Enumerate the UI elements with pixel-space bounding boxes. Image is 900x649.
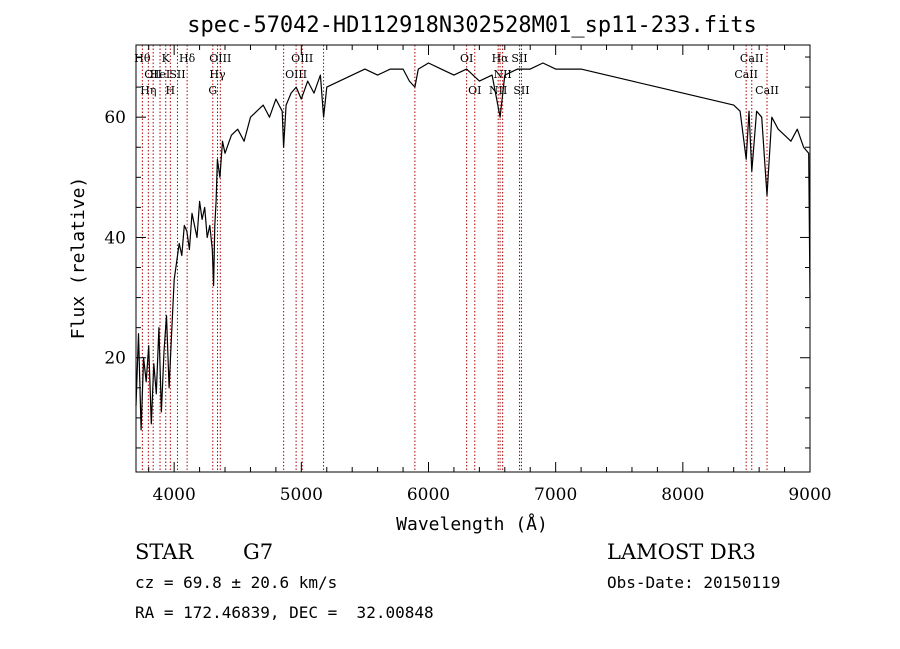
y-tick-label: 20 xyxy=(104,349,126,369)
line-markers xyxy=(141,45,768,472)
line-marker-label: SII xyxy=(513,84,529,97)
line-marker-label: OI xyxy=(468,84,481,97)
y-tick-label: 40 xyxy=(104,228,126,248)
x-tick-label: 8000 xyxy=(661,485,704,505)
line-marker-label: Hα xyxy=(492,52,510,65)
x-tick-label: 6000 xyxy=(407,485,450,505)
line-marker-label: OIII xyxy=(285,68,307,81)
x-tick-label: 7000 xyxy=(534,485,577,505)
line-marker-label: SII xyxy=(511,52,527,65)
line-marker-label: Hη xyxy=(140,84,156,97)
line-marker-label: OII xyxy=(144,68,162,81)
plot-frame xyxy=(135,44,811,473)
line-marker-label: H xyxy=(166,84,176,97)
chart-title: spec-57042-HD112918N302528M01_sp11-233.f… xyxy=(187,13,757,38)
line-marker-label: NII xyxy=(489,84,507,97)
line-marker-label: OIII xyxy=(209,52,231,65)
x-tick-label: 4000 xyxy=(153,485,196,505)
y-tick-label: 60 xyxy=(104,108,126,128)
redshift-text: cz = 69.8 ± 20.6 km/s xyxy=(135,573,338,592)
line-marker-label: NII xyxy=(493,68,511,81)
x-axis: 4000 5000 6000 7000 8000 9000 xyxy=(148,45,832,505)
x-tick-label: 5000 xyxy=(280,485,323,505)
line-marker-label: Hδ xyxy=(179,52,196,65)
line-marker-label: Hθ xyxy=(134,52,151,65)
y-axis-label: Flux (relative) xyxy=(68,177,89,340)
y-axis: 20 40 60 xyxy=(104,56,810,449)
line-marker-label: G xyxy=(208,84,217,97)
spectral-subclass: G7 xyxy=(243,540,274,564)
line-marker-label: K xyxy=(162,52,171,65)
coordinates-text: RA = 172.46839, DEC = 32.00848 xyxy=(135,603,434,622)
x-axis-label: Wavelength (Å) xyxy=(396,513,548,535)
x-tick-label: 9000 xyxy=(788,485,831,505)
line-marker-label: CaII xyxy=(734,68,758,81)
spectrum-line xyxy=(135,62,811,431)
line-marker-label: HeI xyxy=(150,68,170,81)
line-marker-label: OI xyxy=(460,52,473,65)
line-marker-label: OIII xyxy=(291,52,313,65)
line-marker-label: Hγ xyxy=(209,68,226,81)
line-marker-label: CaII xyxy=(740,52,764,65)
object-class: STAR xyxy=(135,540,194,564)
line-marker-label: CaII xyxy=(755,84,779,97)
obs-date-text: Obs-Date: 20150119 xyxy=(607,573,781,592)
line-marker-label: SII xyxy=(169,68,185,81)
survey-name: LAMOST DR3 xyxy=(607,540,756,564)
